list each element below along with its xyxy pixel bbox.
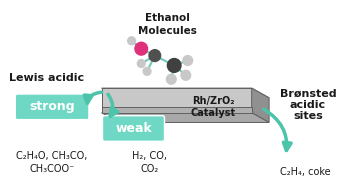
Text: Lewis acidic: Lewis acidic xyxy=(9,73,84,83)
Circle shape xyxy=(183,56,192,65)
Circle shape xyxy=(181,70,191,80)
FancyBboxPatch shape xyxy=(15,94,89,120)
Text: C₂H₄, coke: C₂H₄, coke xyxy=(280,167,330,177)
Polygon shape xyxy=(102,107,252,113)
Text: H₂, CO,
CO₂: H₂, CO, CO₂ xyxy=(133,151,167,174)
Circle shape xyxy=(143,67,151,75)
Text: weak: weak xyxy=(115,122,152,135)
Text: Rh/ZrO₂
Catalyst: Rh/ZrO₂ Catalyst xyxy=(190,96,236,118)
FancyBboxPatch shape xyxy=(103,116,165,141)
Text: Ethanol
Molecules: Ethanol Molecules xyxy=(138,13,197,36)
Circle shape xyxy=(128,37,135,45)
Polygon shape xyxy=(102,88,269,98)
Text: Brønsted
acidic
sites: Brønsted acidic sites xyxy=(279,88,336,122)
Text: strong: strong xyxy=(29,100,75,113)
Polygon shape xyxy=(102,113,269,122)
Circle shape xyxy=(135,42,148,55)
Text: C₂H₄O, CH₃CO,
CH₃COO⁻: C₂H₄O, CH₃CO, CH₃COO⁻ xyxy=(16,151,88,174)
Circle shape xyxy=(137,60,145,67)
Circle shape xyxy=(166,74,176,84)
Polygon shape xyxy=(252,88,269,122)
Polygon shape xyxy=(102,88,252,113)
Circle shape xyxy=(167,59,181,72)
Circle shape xyxy=(149,50,161,61)
